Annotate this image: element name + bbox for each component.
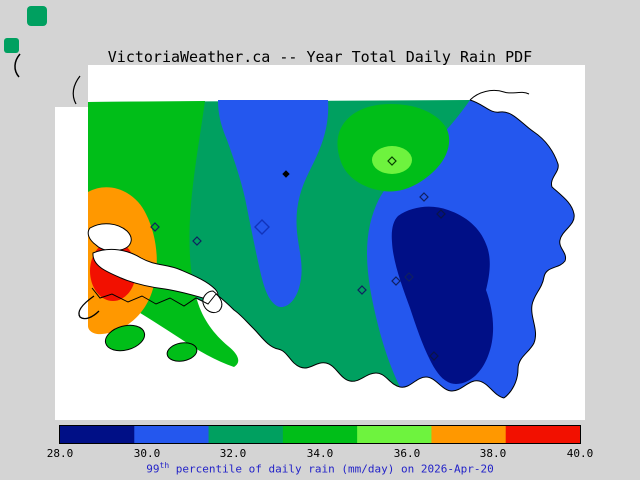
colorbar-tick: 38.0 (479, 447, 507, 460)
contour-region-30-32 (218, 100, 329, 308)
colorbar-tick: 32.0 (219, 447, 247, 460)
colorbar-tick: 30.0 (133, 447, 161, 460)
station-marker (429, 351, 439, 361)
contour-region-36-38 (372, 146, 412, 174)
southwest-coastline (91, 287, 217, 307)
decorative-island-square (4, 38, 19, 53)
station-marker (282, 170, 290, 178)
contour-region-28-30 (391, 206, 494, 384)
colorbar-segment-40-plus (505, 426, 580, 443)
colorbar-tick: 40.0 (566, 447, 594, 460)
lagoon-spit-coastline (78, 295, 100, 320)
colorbar-tick: 34.0 (306, 447, 334, 460)
headland-island (104, 324, 146, 352)
station-marker (436, 209, 446, 219)
colorbar (59, 425, 581, 444)
page-title: VictoriaWeather.ca -- Year Total Daily R… (107, 48, 533, 66)
caption-ordinal: th (159, 461, 170, 470)
colorbar-segment-36-38 (357, 426, 432, 443)
station-marker (387, 156, 397, 166)
south-coastline (215, 293, 505, 399)
inlet-harbour-notch (202, 290, 223, 314)
colorbar-caption: 99th percentile of daily rain (mm/day) o… (0, 461, 640, 476)
station-marker (419, 192, 429, 202)
colorbar-segment-38-40 (431, 426, 507, 443)
colorbar-tick: 36.0 (393, 447, 421, 460)
headland-island (166, 342, 198, 362)
east-coastline (469, 99, 575, 399)
colorbar-segment-32-34 (208, 426, 284, 443)
colorbar-segment-30-32 (134, 426, 210, 443)
station-marker (254, 219, 270, 235)
coastline-fragment (72, 75, 81, 105)
nodata-land-patch (55, 65, 88, 107)
caption-text: percentile of daily rain (mm/day) on 202… (169, 462, 494, 476)
colorbar-segment-34-36 (282, 426, 358, 443)
colorbar-segment-28-30 (60, 426, 135, 443)
coastline-fragment (14, 53, 21, 78)
station-marker (150, 222, 160, 232)
northeast-coastline-fragment (469, 89, 530, 101)
colorbar-tick: 28.0 (46, 447, 74, 460)
station-marker (357, 285, 367, 295)
station-marker (192, 236, 202, 246)
station-marker (391, 276, 401, 286)
decorative-island-square (27, 6, 47, 26)
caption-number: 99 (146, 462, 160, 476)
station-marker (404, 272, 414, 282)
